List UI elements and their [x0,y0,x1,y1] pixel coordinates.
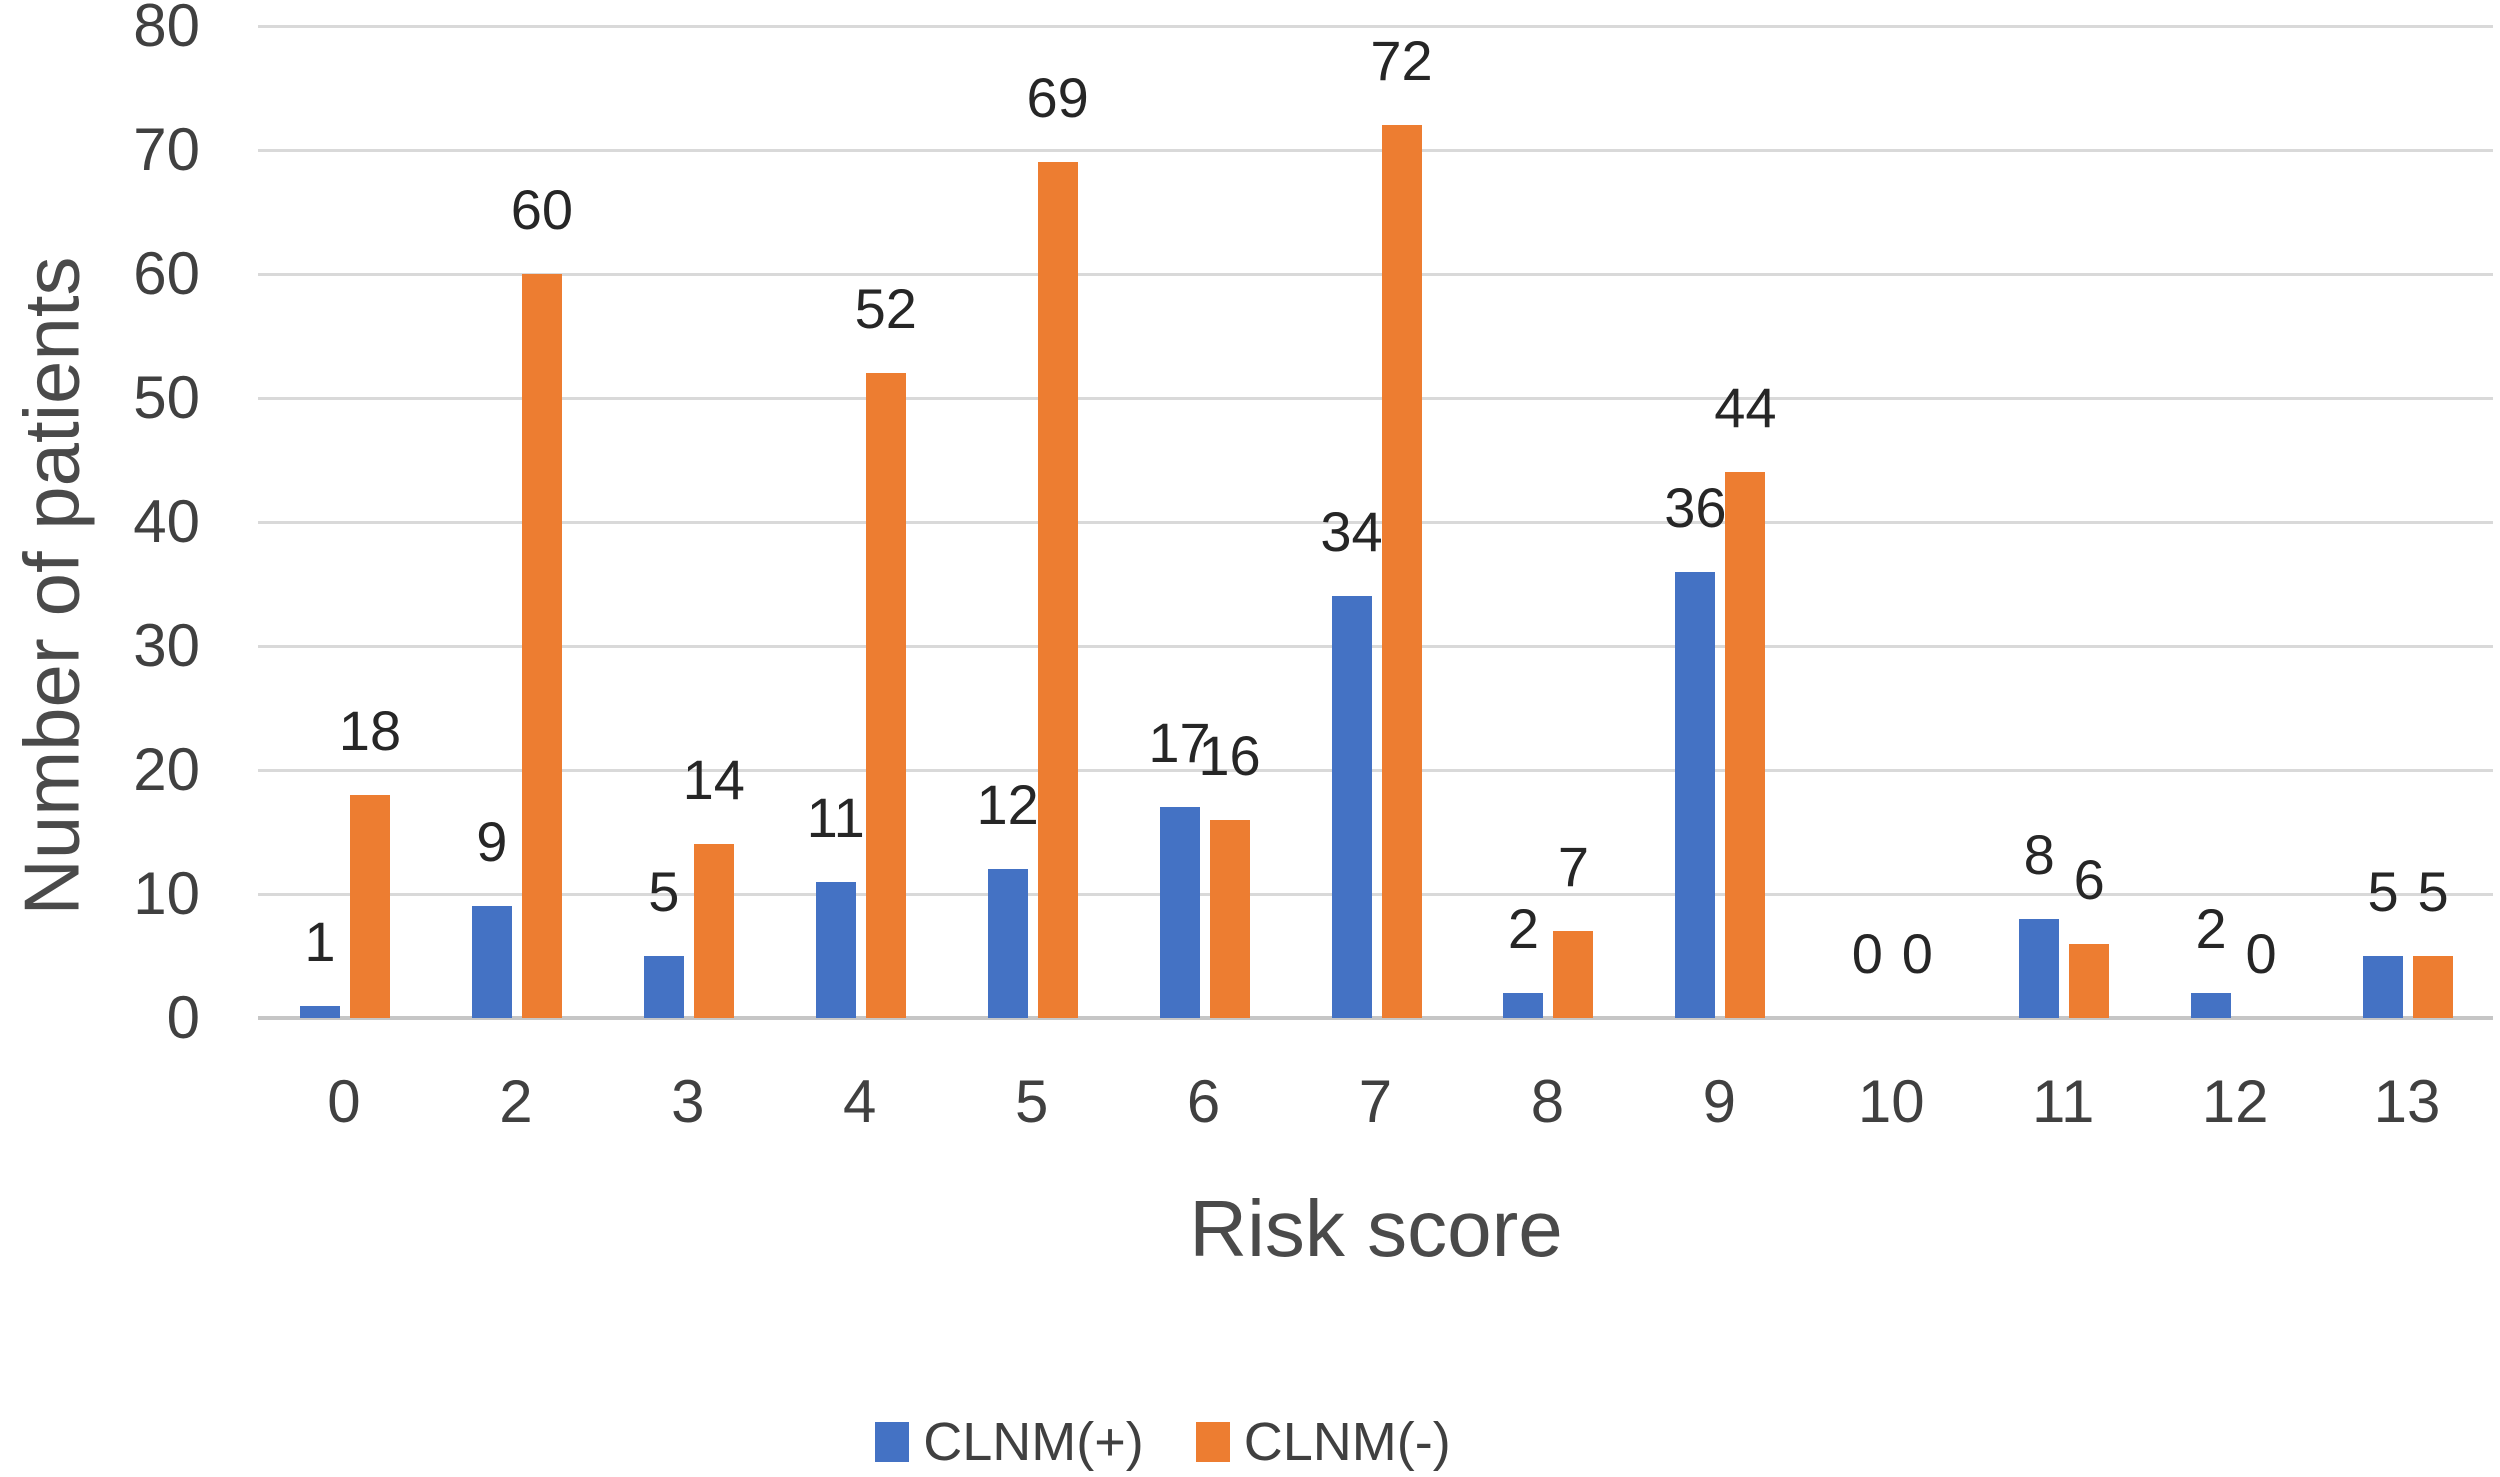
bar-clnm-4 [865,373,906,1018]
bar-clnm-3 [693,844,734,1018]
x-category-label: 2 [499,1068,533,1135]
x-category-label: 10 [1857,1068,1925,1135]
bar-clnm-5 [1037,162,1078,1018]
data-label: 8 [2023,822,2055,886]
data-label: 5 [2367,860,2399,923]
legend-item-clnm: CLNM(-) [1195,1412,1451,1472]
bar-clnm-6 [1209,819,1250,1018]
bar-clnm-11 [2069,943,2110,1018]
bar-clnm-2 [471,906,512,1018]
bar-clnm-12 [2191,993,2232,1018]
y-tick-label: 30 [133,612,200,679]
y-axis-title: Number of patients [7,256,96,916]
bar-clnm-4 [815,881,856,1018]
bar-clnm-3 [643,956,684,1018]
bar-clnm-2 [521,274,562,1018]
data-label: 72 [1370,29,1433,93]
x-category-label: 11 [2032,1068,2095,1135]
data-label: 5 [2417,860,2449,923]
x-category-label: 13 [2373,1068,2441,1135]
data-label: 36 [1664,475,1727,539]
bar-clnm-6 [1159,807,1200,1018]
legend-swatch-icon [875,1422,910,1462]
data-label: 18 [338,698,402,762]
x-category-label: 7 [1358,1068,1393,1135]
data-label: 2 [2195,897,2227,961]
data-label: 69 [1026,66,1089,130]
y-tick-label: 70 [133,116,200,183]
legend-item-clnm: CLNM(+) [875,1412,1144,1472]
data-label: 44 [1714,376,1777,440]
x-category-label: 3 [671,1068,705,1135]
data-label: 6 [2073,847,2105,911]
data-label: 34 [1320,500,1383,564]
bar-clnm-9 [1675,571,1716,1018]
data-label: 0 [2245,922,2277,985]
legend: CLNM(+) CLNM(-) [0,1412,2413,1472]
data-label: 2 [1507,897,1539,961]
bar-clnm-7 [1381,125,1422,1018]
x-category-label: 4 [843,1068,877,1135]
y-tick-label: 0 [166,984,200,1051]
y-tick-label: 50 [133,364,200,431]
data-label: 0 [1851,922,1883,985]
bar-clnm-5 [987,869,1028,1018]
x-category-label: 8 [1530,1068,1565,1135]
bar-clnm-11 [2019,918,2060,1018]
x-category-label: 12 [2201,1068,2269,1135]
y-tick-label: 60 [133,240,200,307]
gridline [258,520,2493,524]
x-axis-line [258,1016,2493,1020]
gridline [258,768,2493,772]
data-label: 52 [854,277,917,341]
data-label: 17 [1148,711,1211,775]
x-category-label: 5 [1014,1068,1049,1135]
gridline [258,148,2493,152]
legend-label: CLNM(-) [1243,1412,1451,1472]
bar-clnm-9 [1725,472,1766,1018]
bar-clnm-13 [2413,956,2454,1018]
data-label: 12 [976,773,1039,837]
y-tick-label: 40 [133,488,200,555]
x-category-label: 0 [327,1068,361,1135]
data-label: 11 [806,785,865,849]
data-label: 16 [1198,723,1261,787]
x-category-label: 9 [1702,1068,1737,1135]
y-tick-label: 10 [133,860,200,927]
gridline [258,272,2493,276]
bar-clnm-0 [349,794,390,1018]
gridline [258,396,2493,400]
bar-clnm-8 [1503,993,1544,1018]
data-label: 60 [510,178,574,241]
bar-clnm-7 [1331,596,1372,1018]
bar-clnm-13 [2363,956,2404,1018]
legend-label: CLNM(+) [923,1412,1144,1472]
x-axis-title: Risk score [1189,1184,1563,1273]
x-category-label: 6 [1186,1068,1221,1135]
gridline [258,24,2493,28]
gridline [258,644,2493,648]
y-tick-label: 80 [133,0,200,59]
data-label: 14 [682,748,745,812]
gridline [258,892,2493,896]
data-label: 7 [1557,835,1589,899]
bar-clnm-8 [1553,931,1594,1018]
y-tick-label: 20 [133,736,200,803]
data-label: 9 [476,810,508,874]
bar-clnm-0 [299,1005,340,1018]
data-label: 1 [304,909,336,973]
data-label: 0 [1901,922,1933,985]
data-label: 5 [648,860,680,923]
legend-swatch-icon [1195,1422,1230,1462]
